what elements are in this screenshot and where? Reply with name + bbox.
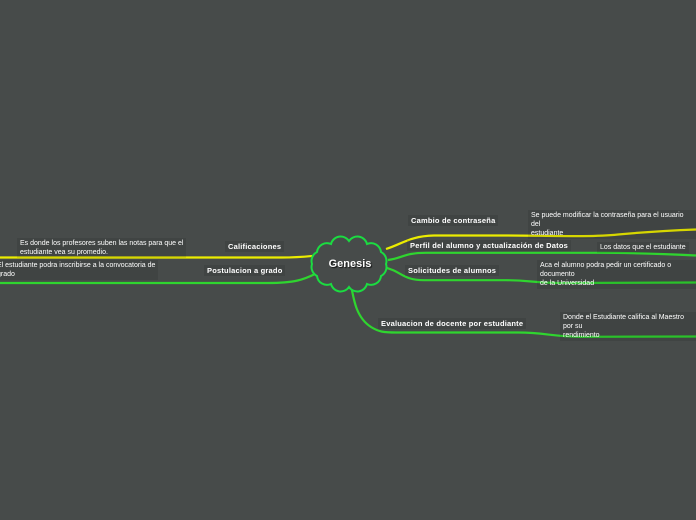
note-evaluacion-docente[interactable]: Donde el Estudiante califica al Maestro … <box>560 312 696 341</box>
node-evaluacion-docente[interactable]: Evaluacion de docente por estudiante <box>378 318 527 329</box>
edge-solicitudes <box>382 265 696 285</box>
node-solicitudes[interactable]: Solicitudes de alumnos <box>405 265 500 276</box>
root-cloud-shape[interactable] <box>310 235 388 293</box>
node-calificaciones[interactable]: Calificaciones <box>225 241 285 252</box>
note-postulacion[interactable]: El estudiante podra inscribirse a la con… <box>0 260 159 280</box>
note-cambio-contrasena[interactable]: Se puede modificar la contraseña para el… <box>528 210 696 239</box>
edge-postulacion <box>0 272 317 285</box>
node-cambio-contrasena[interactable]: Cambio de contraseña <box>408 215 499 226</box>
node-postulacion[interactable]: Postulacion a grado <box>204 265 286 276</box>
edge-cambio <box>385 228 696 251</box>
root-node-genesis[interactable]: Genesis <box>328 258 372 270</box>
edge-evaluacion <box>349 284 696 338</box>
edge-perfil <box>387 251 696 262</box>
note-solicitudes[interactable]: Aca el alumno podra pedir un certificado… <box>537 260 696 289</box>
note-perfil-alumno[interactable]: Los datos que el estudiante <box>597 242 689 253</box>
node-perfil-alumno[interactable]: Perfil del alumno y actualización de Dat… <box>407 240 572 251</box>
note-calificaciones[interactable]: Es donde los profesores suben las notas … <box>17 238 187 258</box>
